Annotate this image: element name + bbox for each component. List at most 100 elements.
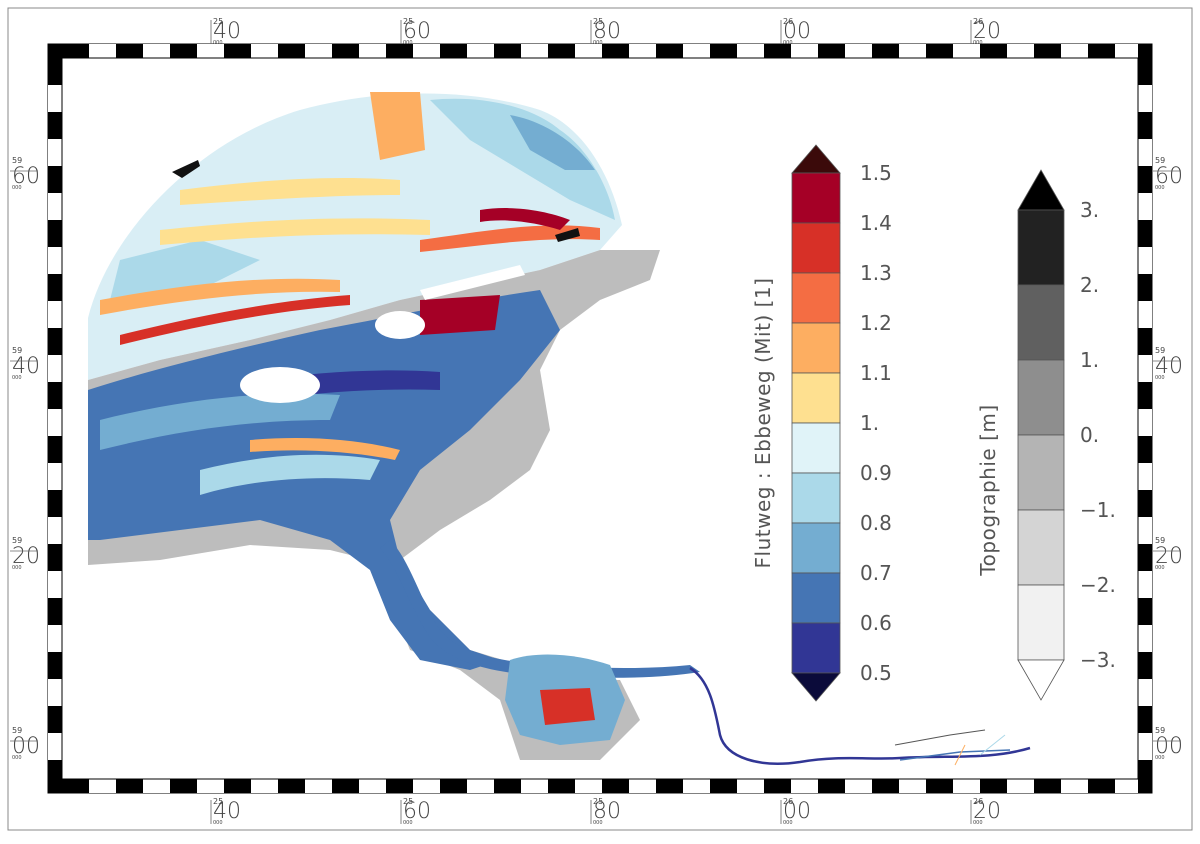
colorbar-tick-label: 1.3 [860,261,892,285]
border-segment [1138,571,1152,598]
border-segment [953,44,980,58]
colorbar-tick-label: 1.2 [860,311,892,335]
border-segment [116,44,143,58]
border-segment [278,779,305,793]
border-segment [1138,166,1152,193]
island [420,265,525,300]
border-segment [1007,44,1034,58]
border-segment [1138,652,1152,679]
topography-colorbar: 3. 2. 1. 0. −1. −2. −3. Topographie [m] [976,169,1116,701]
border-segment [656,779,683,793]
tick-degrees: 25 [403,797,413,806]
border-segment [48,679,62,706]
border-segment [48,760,62,779]
outer-frame [7,7,1193,831]
colorbar-tick-label: −1. [1080,498,1116,522]
colorbar-segment [1017,209,1065,286]
shallow-blue-patch [110,240,260,300]
colorbar-segment [791,472,841,524]
colorbar-title: Flutweg : Ebbeweg (Mit) [1] [751,278,775,569]
border-segment [1138,382,1152,409]
border-segment [48,328,62,355]
border-segment [494,779,521,793]
tick-minutes: 00 [783,799,811,824]
colorbar-under-triangle [1017,659,1065,701]
border-segment [305,779,332,793]
border-segment [48,409,62,436]
tick-seconds: 000 [403,40,413,46]
colorbar-tick-label: −2. [1080,573,1116,597]
ratio-colorbar: 1.5 1.4 1.3 1.2 1.1 1. 0.9 0.8 0.7 0.6 0.5 Flutweg … [751,144,892,702]
tick-seconds: 000 [973,40,983,46]
flood-dominant-channel [480,208,570,230]
colorbar-segment [1017,284,1065,361]
border-segment [1061,44,1088,58]
border-segment [764,779,791,793]
tick-minutes: 80 [593,19,621,44]
border-segment [48,355,62,382]
border-segment [1007,779,1034,793]
border-segment [764,44,791,58]
border-segment [1138,220,1152,247]
tick-seconds: 000 [593,40,603,46]
colorbar-under-triangle [791,672,841,702]
tick-minutes: 60 [403,799,431,824]
border-segment [386,44,413,58]
tick-minutes: 40 [213,799,241,824]
tick-minutes: 60 [12,164,40,189]
border-segment [602,44,629,58]
tick-degrees: 26 [783,17,793,26]
ebb-band [420,225,600,252]
border-segment [332,44,359,58]
border-segment [791,779,818,793]
border-segment [629,779,656,793]
border-segment [48,166,62,193]
border-segment [818,44,845,58]
tick-seconds: 000 [1155,755,1165,761]
border-segment [48,463,62,490]
border-segment [48,490,62,517]
tick-minutes: 40 [12,354,40,379]
border-corner [1138,779,1152,793]
tick-degrees: 59 [12,726,22,735]
border-segment [845,779,872,793]
border-segment [1138,409,1152,436]
border-segment [629,44,656,58]
dark-marker [555,228,580,242]
tick-degrees: 25 [593,797,603,806]
colorbar-tick-label: 0.5 [860,661,892,685]
border-segment [197,44,224,58]
tick-degrees: 59 [12,156,22,165]
colorbar-segment [1017,434,1065,511]
tick-seconds: 000 [403,820,413,826]
border-segment [899,44,926,58]
tick-minutes: 20 [1155,544,1183,569]
channel-region [100,393,340,450]
tick-minutes: 20 [12,544,40,569]
border-segment [170,779,197,793]
border-segment [48,85,62,112]
tick-minutes: 60 [403,19,431,44]
border-segment [1034,44,1061,58]
border-segment [1138,490,1152,517]
border-segment [980,779,1007,793]
border-corner [1138,44,1152,58]
colorbar-segment [1017,359,1065,436]
ebb-band [100,278,340,315]
shallow-blue-patch [430,98,615,220]
colorbar-segment [791,272,841,324]
border-segment [197,779,224,793]
colorbar-segment [791,372,841,424]
border-segment [737,44,764,58]
tick-minutes: 00 [1155,734,1183,759]
border-segment [521,44,548,58]
tick-seconds: 000 [973,820,983,826]
border-segment [251,779,278,793]
tick-minutes: 20 [973,19,1001,44]
